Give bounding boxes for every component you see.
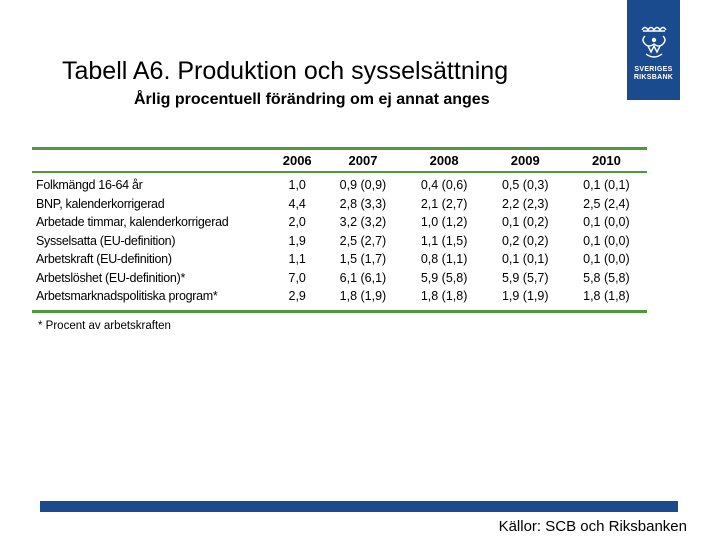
page-title: Tabell A6. Produktion och sysselsättning bbox=[62, 57, 509, 85]
table-header-cell: 2010 bbox=[565, 150, 647, 173]
table-header-cell: 2009 bbox=[484, 150, 566, 173]
table-cell: 2,2 (2,3) bbox=[501, 196, 549, 211]
data-table: 2006 2007 2008 2009 2010 Folkmängd 16-64… bbox=[32, 150, 647, 310]
table-row: Folkmängd 16-64 år 1,0 0,9 (0,9) 0,4 (0,… bbox=[32, 172, 647, 195]
table-cell: 1,5 (1,7) bbox=[339, 252, 387, 267]
row-label: Arbetsmarknadspolitiska program* bbox=[36, 289, 218, 304]
table-cell: 0,4 (0,6) bbox=[420, 178, 468, 193]
riksbank-logo: SVERIGES RIKSBANK bbox=[627, 0, 680, 100]
table-row: Arbetslöshet (EU-definition)* 7,0 6,1 (6… bbox=[32, 269, 647, 288]
table-cell: 0,1 (0,1) bbox=[583, 178, 630, 193]
table-cell: 1,8 (1,8) bbox=[583, 289, 630, 304]
table-cell: 5,9 (5,7) bbox=[501, 270, 549, 285]
table-row: Arbetsmarknadspolitiska program* 2,9 1,8… bbox=[32, 287, 647, 310]
row-label: Arbetslöshet (EU-definition)* bbox=[36, 270, 186, 285]
table-cell: 1,8 (1,9) bbox=[339, 289, 387, 304]
table-cell: 0,1 (0,0) bbox=[583, 252, 630, 267]
table-cell: 0,2 (0,2) bbox=[501, 233, 549, 248]
table-header-cell bbox=[32, 150, 272, 173]
logo-text-line1: SVERIGES bbox=[634, 66, 673, 73]
crown-emblem-icon bbox=[640, 26, 667, 58]
table-cell: 1,0 (1,2) bbox=[420, 215, 468, 230]
table-header-row: 2006 2007 2008 2009 2010 bbox=[32, 150, 647, 173]
footer-bar bbox=[40, 501, 678, 512]
row-label: Sysselsatta (EU-definition) bbox=[36, 233, 176, 248]
table-cell: 0,1 (0,0) bbox=[583, 233, 630, 248]
table-cell: 5,9 (5,8) bbox=[420, 270, 468, 285]
table-row: Arbetskraft (EU-definition) 1,1 1,5 (1,7… bbox=[32, 250, 647, 269]
table-cell: 2,9 bbox=[288, 289, 306, 304]
table-row: BNP, kalenderkorrigerad 4,4 2,8 (3,3) 2,… bbox=[32, 195, 647, 214]
logo-text-line2: RIKSBANK bbox=[633, 74, 674, 81]
table-row: Arbetade timmar, kalenderkorrigerad 2,0 … bbox=[32, 213, 647, 232]
row-label: Folkmängd 16-64 år bbox=[36, 178, 143, 193]
table-cell: 2,1 (2,7) bbox=[420, 196, 468, 211]
table-cell: 0,1 (0,0) bbox=[583, 215, 630, 230]
table-cell: 0,1 (0,1) bbox=[501, 252, 549, 267]
table-cell: 1,9 bbox=[288, 233, 306, 248]
table-cell: 6,1 (6,1) bbox=[339, 270, 387, 285]
table-cell: 0,1 (0,2) bbox=[501, 215, 549, 230]
table-cell: 0,9 (0,9) bbox=[339, 178, 387, 193]
table-header-cell: 2006 bbox=[272, 150, 323, 173]
table-cell: 7,0 bbox=[288, 270, 306, 285]
table-cell: 1,1 (1,5) bbox=[420, 233, 468, 248]
table-cell: 4,4 bbox=[288, 196, 306, 211]
table-header-cell: 2007 bbox=[322, 150, 404, 173]
table-cell: 2,5 (2,7) bbox=[339, 233, 387, 248]
row-label: BNP, kalenderkorrigerad bbox=[36, 196, 165, 211]
footnote: * Procent av arbetskraften bbox=[38, 320, 171, 332]
table-cell: 2,5 (2,4) bbox=[583, 196, 630, 211]
table-cell: 2,0 bbox=[288, 215, 306, 230]
table-cell: 1,9 (1,9) bbox=[501, 289, 549, 304]
source-note: Källor: SCB och Riksbanken bbox=[498, 518, 687, 535]
table-cell: 5,8 (5,8) bbox=[583, 270, 630, 285]
table-cell: 3,2 (3,2) bbox=[339, 215, 387, 230]
table-row: Sysselsatta (EU-definition) 1,9 2,5 (2,7… bbox=[32, 232, 647, 251]
data-table-container: 2006 2007 2008 2009 2010 Folkmängd 16-64… bbox=[32, 147, 647, 313]
table-cell: 2,8 (3,3) bbox=[339, 196, 387, 211]
table-cell: 0,5 (0,3) bbox=[501, 178, 549, 193]
table-cell: 1,0 bbox=[288, 178, 306, 193]
table-header-cell: 2008 bbox=[403, 150, 485, 173]
table-cell: 1,1 bbox=[288, 252, 306, 267]
row-label: Arbetskraft (EU-definition) bbox=[36, 252, 172, 267]
row-label: Arbetade timmar, kalenderkorrigerad bbox=[36, 215, 229, 230]
page-subtitle: Årlig procentuell förändring om ej annat… bbox=[134, 91, 490, 108]
table-cell: 0,8 (1,1) bbox=[420, 252, 468, 267]
table-cell: 1,8 (1,8) bbox=[420, 289, 468, 304]
